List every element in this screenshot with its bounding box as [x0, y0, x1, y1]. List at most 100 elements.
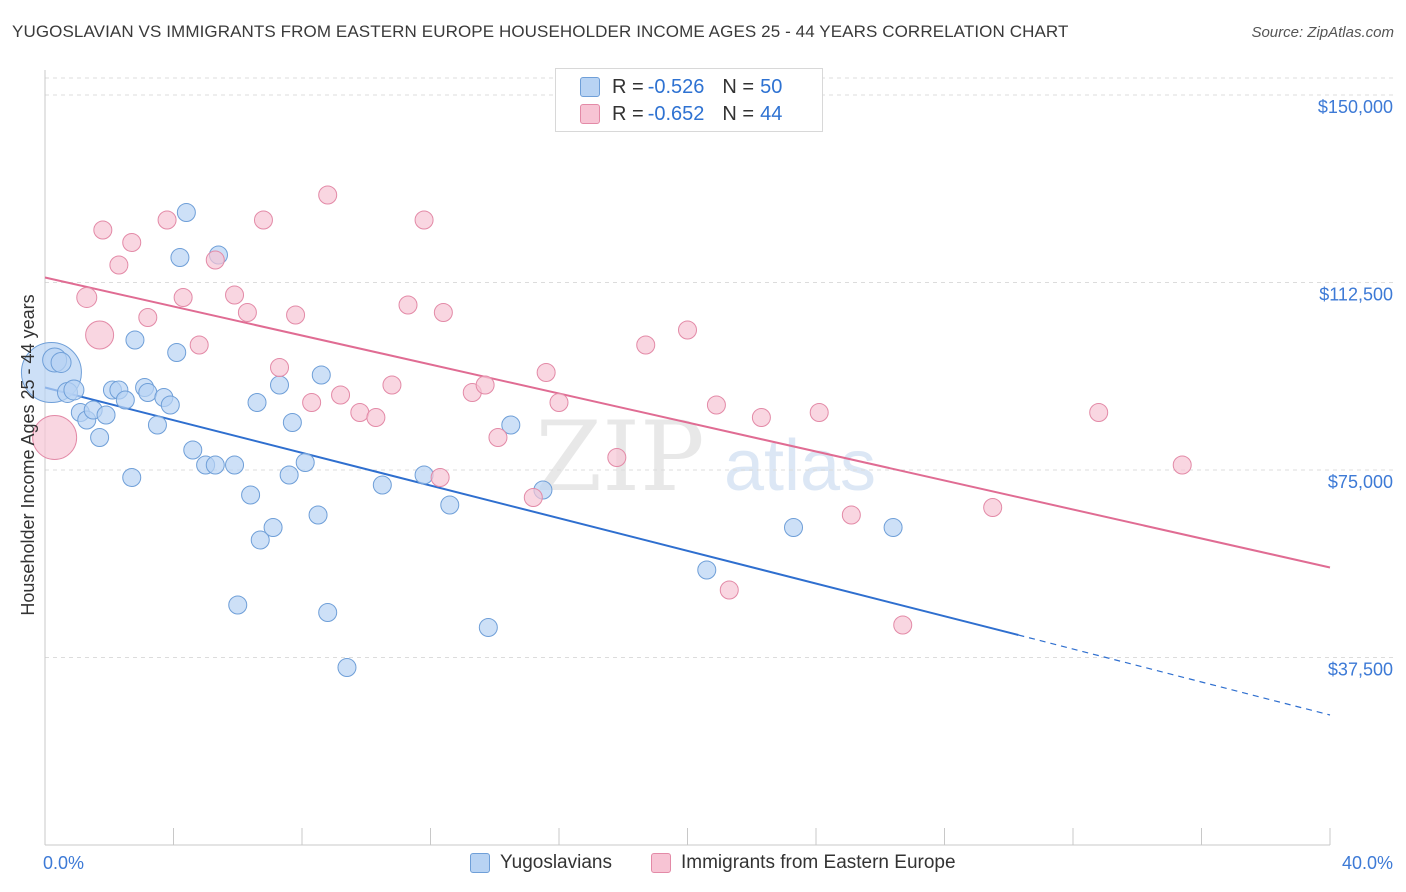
tick-labels: $37,500 $75,000 $112,500 $150,000 0.0% 40.0% H…	[18, 97, 1393, 873]
yugoslavian-point	[241, 485, 261, 505]
y-axis-label: Householder Income Ages 25 - 44 years	[18, 294, 38, 615]
legend-n-value: 50	[760, 75, 783, 98]
immigrant-point	[523, 488, 543, 507]
x-tick-label: 40.0%	[1342, 853, 1393, 873]
yugoslavian-point	[247, 393, 267, 412]
source-label: Source: ZipAtlas.com	[1251, 24, 1394, 41]
immigrant-point	[536, 363, 556, 382]
immigrant-point	[302, 393, 322, 412]
legend-r-label: R =	[612, 75, 644, 98]
immigrant-point	[382, 375, 402, 395]
immigrant-point	[122, 233, 142, 252]
yugoslavian-point	[205, 455, 225, 475]
immigrant-point	[983, 498, 1003, 517]
yugoslavian-point	[250, 530, 270, 550]
yugoslavian-point	[225, 455, 245, 475]
yugoslavian-point	[147, 415, 167, 435]
immigrant-point	[76, 287, 98, 308]
immigrant-trend-line	[44, 276, 1331, 569]
immigrant-point	[475, 375, 495, 395]
grid	[45, 77, 1395, 658]
trend-lines	[44, 276, 1331, 716]
yugoslavian-point	[311, 365, 331, 385]
yugoslavian-point	[697, 560, 717, 580]
legend-item-immigrants[interactable]: Immigrants from Eastern Europe	[651, 852, 956, 874]
legend-swatch-yugoslavians	[470, 853, 490, 873]
immigrant-point	[138, 308, 158, 327]
yugoslavian-point	[270, 375, 290, 395]
yugoslavian-point	[176, 203, 196, 222]
immigrant-point	[1089, 403, 1109, 422]
immigrant-point	[173, 288, 193, 307]
immigrant-point	[488, 428, 508, 447]
immigrant-point	[205, 250, 225, 270]
yugoslavian-point	[90, 428, 110, 447]
yugoslavian-point	[228, 595, 248, 615]
series-legend: Yugoslavians Immigrants from Eastern Eur…	[0, 852, 1406, 878]
legend-label-yugoslavians: Yugoslavians	[500, 852, 612, 873]
legend-row-immigrants: R = -0.652 N = 44	[580, 100, 782, 128]
immigrant-point	[237, 303, 257, 322]
immigrant-point	[751, 408, 771, 427]
immigrant-point	[109, 255, 129, 275]
yugoslavian-point	[170, 248, 190, 267]
immigrant-point	[225, 285, 245, 305]
correlation-legend: R = -0.526 N = 50 R = -0.652 N = 44	[555, 68, 823, 132]
legend-r-label: R =	[612, 102, 644, 125]
yugoslavian-trend-line	[44, 386, 1019, 636]
y-tick-label: $150,000	[1318, 97, 1393, 117]
immigrant-point	[706, 395, 726, 415]
yugoslavian-point	[96, 405, 116, 425]
immigrant-point	[93, 220, 113, 240]
immigrant-point	[350, 403, 370, 422]
y-tick-label: $75,000	[1328, 472, 1393, 492]
immigrant-point	[1172, 455, 1192, 475]
yugoslavian-trend-extension	[1018, 634, 1331, 716]
yugoslavian-point	[308, 505, 328, 525]
immigrant-point	[719, 580, 739, 600]
legend-swatch-immigrants	[580, 104, 600, 124]
immigrant-point	[85, 320, 115, 350]
immigrant-point	[253, 210, 273, 230]
yugoslavian-point	[183, 440, 203, 460]
yugoslavian-point	[318, 603, 338, 622]
legend-swatch-immigrants	[651, 853, 671, 873]
legend-n-value: 44	[760, 102, 783, 125]
yugoslavian-point	[122, 468, 142, 487]
immigrant-point	[286, 305, 306, 325]
immigrant-point	[636, 335, 656, 355]
immigrant-point	[331, 385, 351, 405]
y-tick-label: $37,500	[1328, 660, 1393, 680]
yugoslavian-point	[63, 379, 85, 401]
yugoslavian-point	[167, 343, 187, 362]
legend-r-value: -0.652	[647, 102, 705, 125]
immigrant-point	[841, 505, 861, 525]
immigrant-point	[678, 320, 697, 340]
immigrant-point	[32, 415, 78, 460]
yugoslavian-point	[784, 518, 804, 537]
legend-n-label: N =	[722, 102, 755, 125]
data-points	[20, 185, 1192, 677]
yugoslavian-point	[337, 658, 357, 677]
legend-row-yugoslavians: R = -0.526 N = 50	[580, 73, 782, 101]
legend-n-label: N =	[722, 75, 755, 98]
immigrant-point	[607, 448, 627, 467]
yugoslavian-point	[160, 395, 180, 415]
legend-r-value: -0.526	[647, 75, 705, 98]
yugoslavian-point	[501, 415, 521, 435]
legend-label-immigrants: Immigrants from Eastern Europe	[681, 852, 956, 873]
x-tick-label: 0.0%	[43, 853, 84, 873]
watermark-atlas: atlas	[724, 426, 876, 506]
immigrant-point	[549, 393, 569, 412]
immigrant-point	[414, 210, 434, 230]
legend-swatch-yugoslavians	[580, 77, 600, 97]
immigrant-point	[809, 403, 829, 422]
legend-item-yugoslavians[interactable]: Yugoslavians	[470, 852, 612, 874]
immigrant-point	[366, 408, 386, 427]
immigrant-point	[893, 615, 913, 635]
yugoslavian-point	[414, 465, 434, 485]
yugoslavian-point	[50, 352, 72, 373]
immigrant-point	[398, 295, 418, 315]
immigrant-point	[433, 303, 453, 322]
